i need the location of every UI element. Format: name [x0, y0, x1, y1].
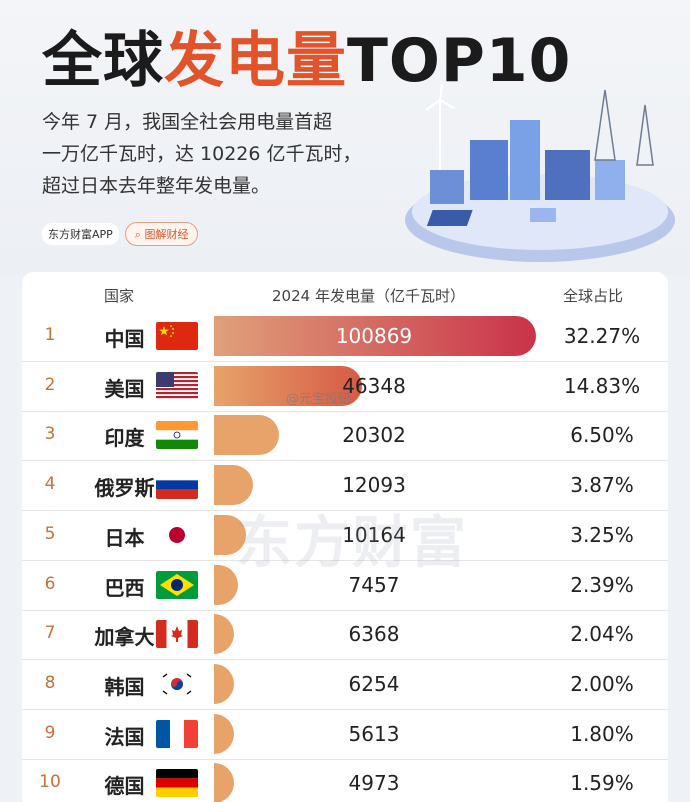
share-label: 32.27% — [563, 324, 641, 348]
row-divider — [22, 460, 668, 462]
title-highlight: 发电量 — [164, 26, 347, 96]
value-label: 7457 — [348, 572, 400, 597]
row-divider — [22, 410, 668, 412]
rank-number: 7 — [44, 623, 56, 644]
rank-number: 2 — [44, 374, 56, 395]
table-row: 9 法国 5613 1.80% — [22, 710, 668, 760]
flag-russia-icon — [156, 471, 198, 500]
country-name: 巴西 — [104, 575, 145, 600]
flag-brazil-icon — [156, 570, 198, 599]
value-label: 46348 — [342, 373, 406, 398]
country-name: 俄罗斯 — [94, 476, 155, 501]
country-name: 韩国 — [104, 674, 145, 699]
value-label: 6254 — [348, 671, 400, 696]
flag-korea-icon — [156, 669, 198, 698]
bar — [214, 365, 362, 406]
country-name: 日本 — [104, 525, 145, 550]
row-divider — [22, 609, 668, 611]
country-name: 印度 — [104, 426, 145, 451]
rank-number: 8 — [44, 672, 56, 693]
value-label: 6368 — [348, 622, 400, 647]
flag-usa-icon — [156, 371, 198, 400]
table-row: 2 美国 46348 14.83% — [22, 362, 668, 412]
column-header-share: 全球占比 — [563, 287, 624, 305]
value-label: 4973 — [348, 771, 400, 796]
row-divider — [22, 559, 668, 561]
country-name: 德国 — [104, 774, 145, 799]
intro-text: 今年 7 月，我国全社会用电量首超 一万亿千瓦时，达 10226 亿千瓦时， 超… — [42, 106, 412, 202]
rank-number: 9 — [44, 722, 56, 743]
row-divider — [22, 758, 668, 760]
country-name: 加拿大 — [94, 625, 155, 650]
country-name: 中国 — [104, 327, 145, 351]
bar — [214, 763, 234, 802]
share-label: 2.00% — [570, 671, 634, 696]
share-label: 1.59% — [570, 771, 634, 796]
share-label: 3.87% — [570, 473, 634, 498]
value-label: 100869 — [335, 324, 413, 348]
table-row: 8 韩国 6254 2.00% — [22, 660, 668, 710]
share-label: 6.50% — [570, 423, 634, 448]
table-row: 7 加拿大 6368 2.04% — [22, 610, 668, 661]
share-label: 1.80% — [570, 721, 634, 746]
country-name: 美国 — [104, 376, 145, 401]
table-row: 10 德国 4973 1.59% — [22, 759, 668, 802]
row-divider — [22, 510, 668, 512]
value-label: 10164 — [342, 522, 406, 547]
rank-number: 3 — [44, 424, 56, 445]
bar — [214, 713, 234, 754]
flag-canada-icon — [156, 620, 198, 649]
row-divider — [22, 659, 668, 661]
intro-line: 一万亿千瓦时，达 10226 亿千瓦时， — [42, 143, 362, 165]
rank-number: 6 — [44, 573, 56, 594]
table-row: 6 巴西 7457 2.39% — [22, 561, 668, 611]
table-row: 3 印度 20302 6.50% — [22, 411, 668, 462]
bar — [214, 415, 279, 456]
table-row: 5 日本 10164 3.25% — [22, 511, 668, 561]
rank-number: 1 — [44, 325, 56, 345]
flag-france-icon — [156, 719, 198, 748]
power-plant-illustration — [405, 83, 675, 262]
column-header-value: 2024 年发电量（亿千瓦时） — [272, 287, 465, 305]
table-row: 1 中国 100869 32.27% — [22, 312, 668, 362]
flag-germany-icon — [156, 769, 198, 798]
value-label: 20302 — [342, 423, 406, 448]
bar — [214, 465, 253, 506]
weibo-watermark: @元宝投研 — [286, 392, 352, 407]
page-title: 全球发电量TOP10 — [42, 26, 572, 96]
value-label: 5613 — [348, 721, 400, 746]
share-label: 2.39% — [570, 572, 634, 597]
ranking-card — [22, 272, 668, 802]
intro-line: 今年 7 月，我国全社会用电量首超 — [42, 111, 333, 133]
brand-tags: 东方财富APP ⌕ 图解财经 — [42, 222, 199, 246]
app-label: 东方财富APP — [42, 223, 119, 245]
bar — [214, 514, 246, 555]
row-divider — [22, 361, 668, 362]
column-header-country: 国家 — [104, 287, 135, 305]
bar — [214, 663, 234, 704]
search-icon: ⌕ — [134, 228, 145, 241]
flag-japan-icon — [156, 520, 198, 549]
share-label: 2.04% — [570, 622, 634, 647]
tag-pill[interactable]: ⌕ 图解财经 — [124, 222, 199, 246]
intro-line: 超过日本去年整年发电量。 — [42, 175, 271, 197]
rank-number: 4 — [44, 474, 56, 495]
rank-number: 5 — [44, 523, 56, 544]
header-section: 全球发电量TOP10 今年 7 月，我国全社会用电量首超 一万亿千瓦时，达 10… — [0, 0, 690, 275]
flag-india-icon — [156, 421, 198, 450]
bar — [214, 316, 536, 356]
row-divider — [22, 708, 668, 710]
flag-china-icon — [156, 322, 198, 350]
bar — [214, 614, 234, 655]
share-label: 14.83% — [563, 373, 641, 398]
table-row: 4 俄罗斯 12093 3.87% — [22, 461, 668, 512]
rank-number: 10 — [39, 772, 61, 793]
share-label: 3.25% — [570, 522, 634, 547]
watermark: 东方财富 — [236, 511, 468, 576]
value-label: 12093 — [342, 473, 406, 498]
country-name: 法国 — [104, 724, 145, 749]
